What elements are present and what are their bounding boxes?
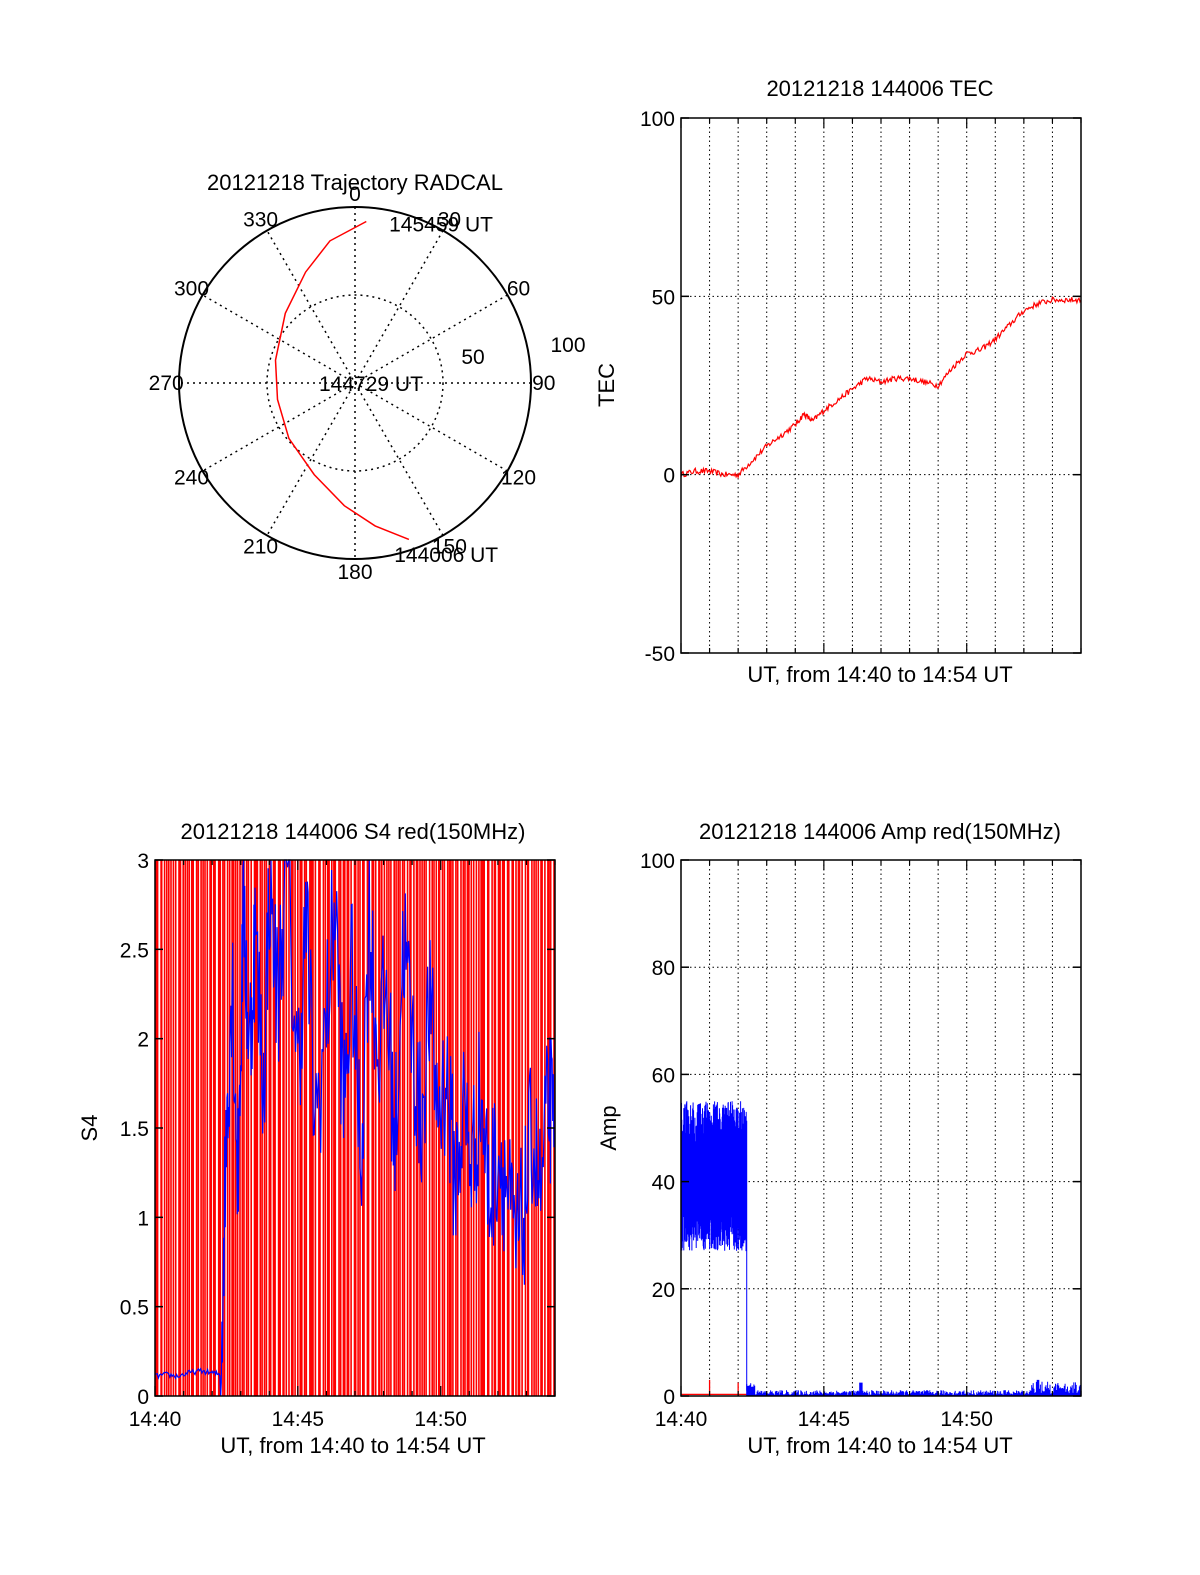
s4-xtick-label: 14:50 [414,1408,467,1431]
amp-grid [681,860,1081,1396]
s4-xlabel: UT, from 14:40 to 14:54 UT [220,1433,485,1458]
polar-azimuth-label: 0 [349,183,361,206]
tec-grid [681,118,1081,653]
s4-series [154,859,555,1397]
tec-ytick-label: 50 [652,286,675,309]
polar-azimuth-label: 120 [501,466,536,489]
tec-series [680,296,1082,480]
polar-time-annotation: 145459 UT [389,214,493,237]
polar-azimuth-label: 210 [243,536,278,559]
polar-grid [179,207,531,559]
polar-azimuth-label: 180 [337,561,372,584]
amp-ytick-label: 60 [652,1064,675,1087]
s4-ticks: 0 0.5 1 1.5 2 2.5 3 14:40 14:45 14:50 [120,850,556,1431]
amp-xtick-label: 14:40 [655,1408,708,1431]
amp-xtick-label: 14:45 [798,1408,851,1431]
polar-azimuth-label: 60 [507,278,530,301]
s4-ytick-label: 2 [137,1029,149,1052]
s4-chart: 20121218 144006 S4 red(150MHz) 0 0.5 1 1.5 2… [77,819,556,1458]
amp-title: 20121218 144006 Amp red(150MHz) [699,819,1061,844]
amp-ytick-label: 80 [652,957,675,980]
polar-title: 20121218 Trajectory RADCAL [207,170,503,195]
polar-azimuth-labels: 0 30 60 90 120 150 180 210 240 270 300 330 [149,183,556,584]
polar-azimuth-label: 150 [432,536,467,559]
polar-azimuth-label: 330 [243,208,278,231]
polar-radius-label-50: 50 [461,346,484,369]
amp-ytick-label: 20 [652,1279,675,1302]
amp-ytick-label: 40 [652,1172,675,1195]
s4-title: 20121218 144006 S4 red(150MHz) [181,819,526,844]
s4-ylabel: S4 [77,1115,102,1142]
polar-azimuth-label: 270 [149,372,184,395]
s4-ytick-label: 3 [137,850,149,873]
s4-ytick-label: 0.5 [120,1297,149,1320]
polar-azimuth-label: 240 [174,466,209,489]
s4-ytick-label: 0 [137,1386,149,1409]
tec-series-line [680,296,1082,480]
amp-chart: 20121218 144006 Amp red(150MHz) 0 20 40 60 8… [596,819,1082,1458]
polar-time-annotation: 144729 UT [319,373,423,396]
tec-xlabel: UT, from 14:40 to 14:54 UT [747,662,1012,687]
amp-blue-low-series [746,1379,1082,1396]
tec-ytick-label: 0 [663,465,675,488]
tec-ytick-label: 100 [640,108,675,131]
polar-annotations: 145459 UT 144729 UT 144006 UT [319,214,498,567]
s4-blue-series [154,859,555,1397]
polar-azimuth-label: 300 [174,278,209,301]
amp-ticks: 0 20 40 60 80 100 14:40 14:45 14:50 [640,850,1082,1431]
tec-ticks: -50 0 50 100 [640,108,1082,666]
polar-trajectory-line [274,220,410,541]
tec-ytick-label: -50 [645,643,675,666]
amp-ylabel: Amp [596,1105,621,1150]
tec-ylabel: TEC [594,363,619,407]
amp-red-series [681,1379,747,1396]
amp-xtick-label: 14:50 [940,1408,993,1431]
polar-radius-label-100: 100 [550,334,585,357]
amp-ytick-label: 100 [640,850,675,873]
polar-trajectory-chart: 20121218 Trajectory RADCAL 0 30 60 90 120 150… [149,170,586,584]
s4-ytick-label: 1 [137,1207,149,1230]
s4-xtick-label: 14:45 [272,1408,325,1431]
amp-blue-noise-band [680,1101,748,1391]
polar-azimuth-label: 90 [532,372,555,395]
amp-ytick-label: 0 [663,1386,675,1409]
polar-time-annotation: 144006 UT [394,544,498,567]
amp-xlabel: UT, from 14:40 to 14:54 UT [747,1433,1012,1458]
s4-ytick-label: 2.5 [120,939,149,962]
s4-xtick-label: 14:40 [129,1408,182,1431]
tec-chart: 20121218 144006 TEC -50 0 50 100 TEC UT, fr… [594,76,1082,687]
polar-outer-circle [178,206,532,560]
polar-azimuth-label: 30 [438,208,461,231]
polar-spoke [266,230,444,536]
s4-ytick-label: 1.5 [120,1118,149,1141]
tec-title: 20121218 144006 TEC [766,76,993,101]
